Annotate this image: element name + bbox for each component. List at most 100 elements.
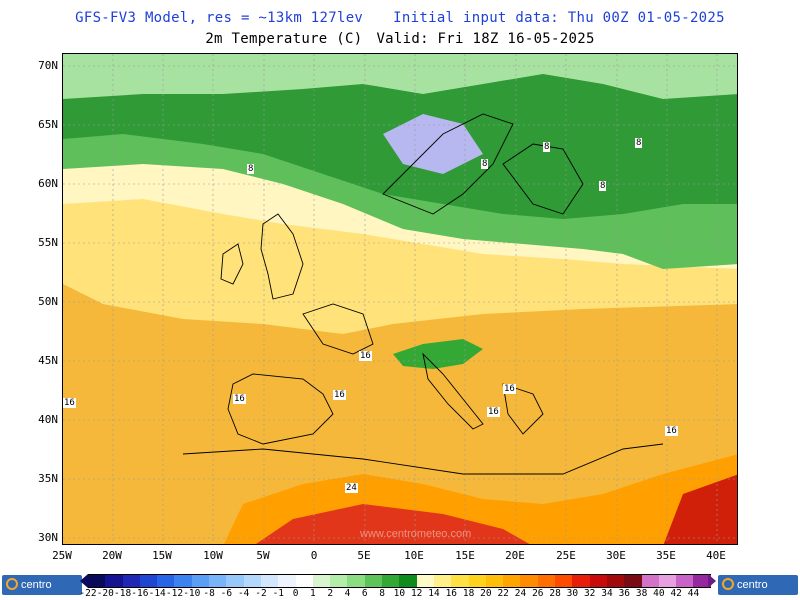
contour-label: 16: [487, 407, 500, 417]
colorbar-tick-label: 44: [687, 588, 700, 599]
colorbar-tick-label: 6: [361, 588, 368, 599]
centrometeo-logo-right[interactable]: centro: [718, 575, 798, 595]
colorbar-cell: [624, 574, 642, 588]
coastlines: [182, 113, 664, 475]
lat-label-40n: 40N: [38, 413, 58, 426]
colorbar-tick-label: 24: [514, 588, 527, 599]
colorbar-tick-label: -6: [220, 588, 233, 599]
lon-label-15w: 15W: [152, 549, 172, 562]
colorbar-cell: [503, 574, 521, 588]
colorbar-cell: [209, 574, 227, 588]
contour-label: 8: [247, 164, 255, 174]
colorbar-cell: [243, 574, 261, 588]
lon-label-5w: 5W: [256, 549, 270, 562]
colorbar-cell: [122, 574, 140, 588]
map-canvas: [63, 54, 737, 544]
map-title: GFS-FV3 Model, res = ~13km 127lev Initial…: [0, 10, 800, 26]
colorbar-arrow-right-icon: [708, 574, 716, 588]
colorbar-cell: [226, 574, 244, 588]
colorbar-tick-label: 8: [379, 588, 385, 599]
colorbar-tick-label: -4: [237, 588, 250, 599]
colorbar-tick-label: -10: [183, 588, 201, 599]
map-subtitle: 2m Temperature (C) Valid: Fri 18Z 16-05-2…: [0, 31, 800, 47]
contour-label: 16: [359, 351, 372, 361]
colorbar-cell: [278, 574, 296, 588]
colorbar-cell: [139, 574, 158, 588]
model-label: GFS-FV3 Model, res = ~13km 127lev: [75, 10, 364, 26]
contour-label: 16: [233, 394, 246, 404]
temperature-map: 8 8 8 8 8 16 16 16 16 16 16 16 24: [62, 53, 738, 545]
lon-label-20e: 20E: [505, 549, 525, 562]
colorbar-tick-label: 20: [480, 588, 492, 599]
lat-label-35n: 35N: [38, 472, 58, 485]
graticule: [63, 54, 737, 544]
lon-label-10e: 10E: [404, 549, 424, 562]
colorbar-cell: [572, 574, 590, 588]
colorbar-tick-label: 22: [497, 588, 509, 599]
colorbar-labels: -22 -20 -18 -16 -14 -12 -10 -8 -6 -4 -2 -1 0 1 2 4 6 8 10 1…: [79, 588, 726, 600]
colorbar-tick-label: 2: [327, 588, 334, 599]
contour-label: 8: [599, 181, 607, 191]
colorbar-tick-label: -16: [131, 588, 149, 599]
colorbar: [88, 574, 711, 588]
contour-label: 8: [543, 142, 551, 152]
colorbar-tick-label: 36: [618, 588, 631, 599]
colorbar-cell: [174, 574, 192, 588]
colorbar-cell: [641, 574, 659, 588]
colorbar-tick-label: -2: [255, 588, 267, 599]
colorbar-cell: [399, 574, 417, 588]
alps-zone: [393, 339, 483, 369]
colorbar-tick-label: -22: [79, 588, 97, 599]
contour-label: 8: [635, 138, 643, 148]
colorbar-cell: [312, 574, 331, 588]
colorbar-tick-label: 14: [428, 588, 440, 599]
lat-label-65n: 65N: [38, 118, 58, 131]
colorbar-cell: [451, 574, 469, 588]
lat-label-60n: 60N: [38, 177, 58, 190]
colorbar-tick-label: 32: [583, 588, 596, 599]
colorbar-tick-label: -14: [148, 588, 166, 599]
colorbar-tick-label: 38: [635, 588, 648, 599]
colorbar-tick-label: 42: [670, 588, 682, 599]
colorbar-tick-label: 0: [292, 588, 299, 599]
colorbar-cell: [260, 574, 279, 588]
lon-label-25w: 25W: [52, 549, 72, 562]
colorbar-arrow-left-icon: [80, 574, 88, 588]
lon-label-5e: 5E: [357, 549, 371, 562]
sahara-hot-zone: [255, 504, 530, 544]
contour-label: 24: [345, 483, 358, 493]
colorbar-cell: [295, 574, 313, 588]
init-label: Initial input data: Thu 00Z 01-05-2025: [393, 10, 725, 26]
colorbar-tick-label: -8: [203, 588, 215, 599]
colorbar-tick-label: 28: [549, 588, 561, 599]
colorbar-cell: [589, 574, 607, 588]
lat-label-45n: 45N: [38, 354, 58, 367]
lat-label-50n: 50N: [38, 295, 58, 308]
colorbar-tick-label: -20: [96, 588, 114, 599]
logo-text: centro: [737, 579, 768, 591]
colorbar-cell: [364, 574, 383, 588]
logo-text: centro: [21, 579, 52, 591]
centrometeo-logo-left[interactable]: centro: [2, 575, 82, 595]
contour-label: 8: [481, 159, 489, 169]
colorbar-tick-label: 10: [393, 588, 406, 599]
contour-label: 16: [665, 426, 678, 436]
lon-label-25e: 25E: [556, 549, 576, 562]
logo-circle-icon: [722, 578, 734, 591]
colorbar-cell: [191, 574, 210, 588]
colorbar-cell: [555, 574, 573, 588]
lat-label-55n: 55N: [38, 236, 58, 249]
lon-label-35e: 35E: [656, 549, 676, 562]
lon-label-0: 0: [310, 549, 318, 562]
colorbar-tick-label: 18: [462, 588, 475, 599]
lon-label-30e: 30E: [606, 549, 626, 562]
colorbar-tick-label: 1: [310, 588, 316, 599]
colorbar-cell: [433, 574, 452, 588]
colorbar-tick-label: -18: [114, 588, 132, 599]
watermark: www.centrometeo.com: [360, 528, 472, 540]
colorbar-cell: [606, 574, 625, 588]
colorbar-cell: [658, 574, 677, 588]
colorbar-cell: [382, 574, 400, 588]
colorbar-cell: [416, 574, 434, 588]
colorbar-tick-label: 30: [566, 588, 579, 599]
